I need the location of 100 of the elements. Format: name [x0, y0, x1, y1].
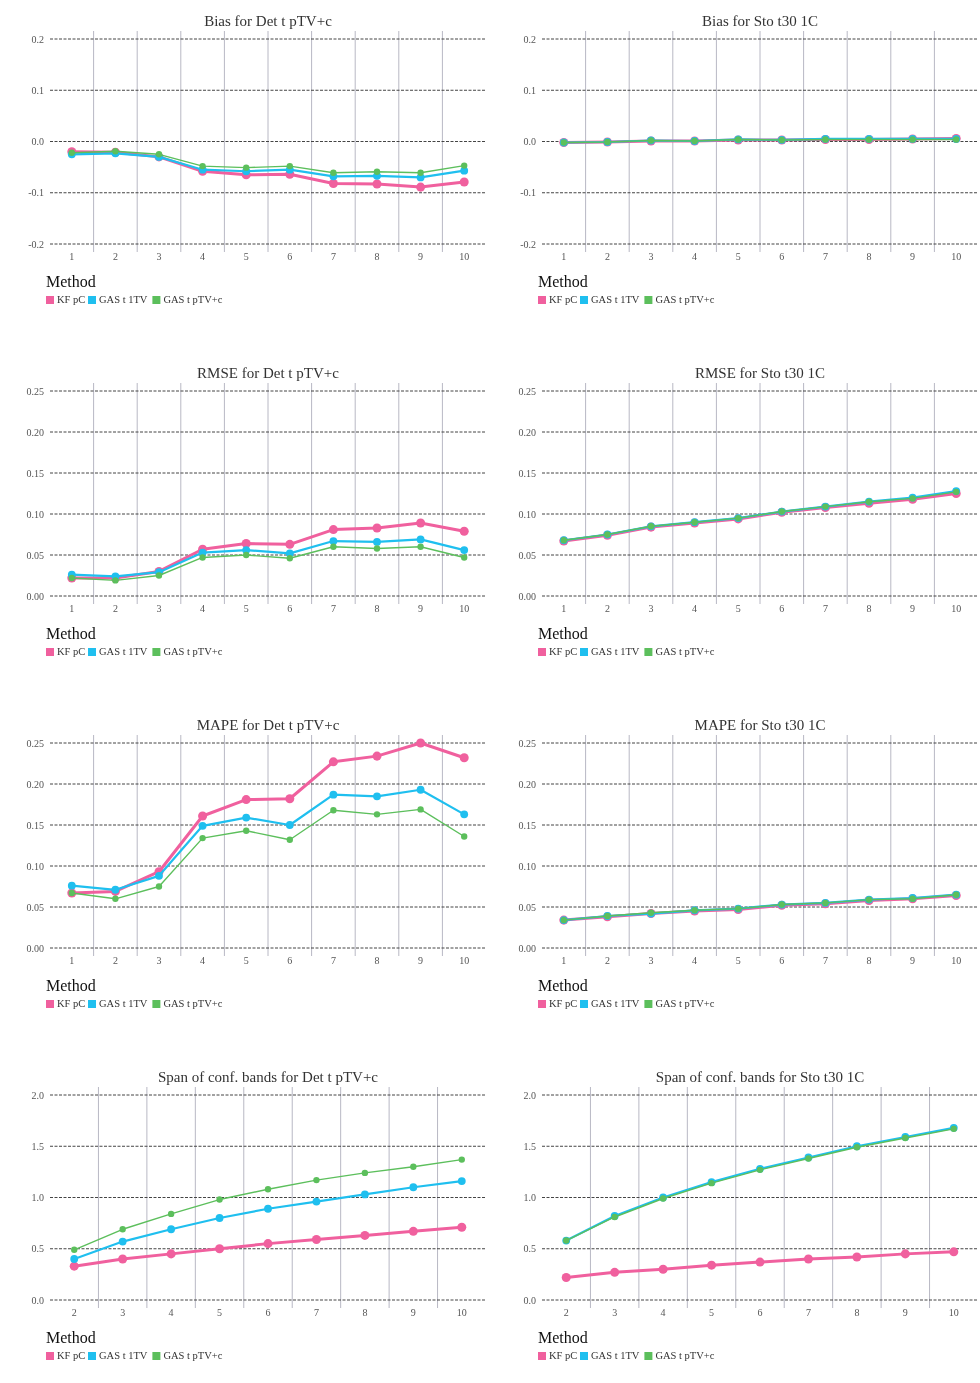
- legend-label: GAS t pTV+c: [163, 646, 223, 657]
- x-tick-label: 3: [648, 603, 654, 614]
- y-tick-label: 0.05: [518, 549, 536, 561]
- x-tick-label: 5: [709, 1307, 715, 1318]
- y-tick-label: 0.05: [518, 901, 536, 913]
- x-tick-label: 10: [459, 955, 470, 966]
- x-tick-label: 7: [313, 1307, 319, 1318]
- legend-label: GAS t 1TV: [591, 998, 640, 1009]
- legend-label: GAS t pTV+c: [655, 294, 715, 305]
- y-tick-label: 0.10: [518, 508, 536, 520]
- x-tick-label: 4: [660, 1307, 666, 1318]
- x-tick-label: 8: [866, 603, 872, 614]
- y-tick-label: 0.10: [26, 860, 44, 872]
- chart-title: Bias for Det t pTV+c: [204, 13, 333, 29]
- chart-title: MAPE for Sto t30 1C: [694, 717, 826, 733]
- x-tick-label: 8: [866, 955, 872, 966]
- x-tick-label: 3: [612, 1307, 618, 1318]
- legend-label: GAS t 1TV: [99, 1350, 148, 1361]
- x-tick-label: 9: [418, 955, 424, 966]
- x-tick-label: 3: [156, 955, 162, 966]
- x-tick-label: 2: [604, 603, 610, 614]
- x-tick-label: 1: [69, 251, 75, 262]
- legend-label: KF pC: [57, 294, 86, 305]
- y-tick-label: 1.0: [31, 1192, 44, 1203]
- legend-title: Method: [46, 273, 96, 290]
- x-tick-label: 4: [692, 251, 698, 262]
- x-tick-label: 9: [910, 955, 916, 966]
- legend-label: GAS t 1TV: [99, 998, 148, 1009]
- y-tick-label: 1.5: [31, 1140, 44, 1152]
- y-tick-label: 0.15: [26, 819, 44, 831]
- chart-title: Span of conf. bands for Sto t30 1C: [655, 1069, 865, 1085]
- x-tick-label: 2: [604, 251, 610, 262]
- x-tick-label: 4: [692, 955, 698, 966]
- legend-label: KF pC: [57, 998, 86, 1009]
- x-tick-label: 7: [330, 251, 336, 262]
- legend-label: KF pC: [549, 646, 578, 657]
- y-tick-label: 0.10: [26, 508, 44, 520]
- x-tick-label: 8: [374, 603, 380, 614]
- y-tick-label: 0.1: [31, 84, 44, 96]
- y-tick-label: 2.0: [31, 1089, 44, 1101]
- y-tick-label: 0.20: [26, 426, 44, 438]
- legend-label: GAS t pTV+c: [163, 294, 223, 305]
- x-tick-label: 5: [735, 251, 741, 262]
- y-tick-label: 0.25: [26, 385, 44, 397]
- legend-label: KF pC: [549, 294, 578, 305]
- y-tick-label: 0.5: [523, 1243, 536, 1255]
- legend-label: GAS t pTV+c: [163, 1350, 223, 1361]
- x-tick-label: 5: [735, 955, 741, 966]
- x-tick-label: 8: [854, 1307, 860, 1318]
- x-tick-label: 5: [735, 603, 741, 614]
- x-tick-label: 7: [822, 955, 828, 966]
- x-tick-label: 8: [374, 955, 380, 966]
- legend-title: Method: [46, 1329, 96, 1346]
- x-tick-label: 3: [120, 1307, 126, 1318]
- legend-title: Method: [538, 625, 588, 642]
- x-tick-label: 7: [822, 603, 828, 614]
- x-tick-label: 7: [330, 955, 336, 966]
- chart-title: Span of conf. bands for Det t pTV+c: [157, 1069, 379, 1085]
- y-tick-label: 0.20: [518, 778, 536, 790]
- x-tick-label: 2: [71, 1307, 77, 1318]
- x-tick-label: 4: [168, 1307, 174, 1318]
- x-tick-label: 5: [243, 251, 249, 262]
- x-tick-label: 8: [866, 251, 872, 262]
- y-tick-label: 0.05: [26, 549, 44, 561]
- x-tick-label: 1: [561, 955, 567, 966]
- y-tick-label: 0.15: [518, 819, 536, 831]
- x-tick-label: 2: [563, 1307, 569, 1318]
- x-tick-label: 10: [948, 1307, 959, 1318]
- x-tick-label: 3: [156, 251, 162, 262]
- y-tick-label: 0.2: [523, 33, 536, 45]
- x-tick-label: 7: [805, 1307, 811, 1318]
- x-tick-label: 10: [459, 603, 470, 614]
- y-tick-label: -0.2: [28, 238, 44, 250]
- y-tick-label: 0.15: [26, 467, 44, 479]
- x-tick-label: 5: [243, 955, 249, 966]
- x-tick-label: 2: [112, 955, 118, 966]
- x-tick-label: 4: [200, 603, 206, 614]
- x-tick-label: 10: [951, 251, 962, 262]
- x-tick-label: 9: [410, 1307, 416, 1318]
- y-tick-label: 0.00: [518, 942, 536, 954]
- x-tick-label: 10: [951, 603, 962, 614]
- x-tick-label: 6: [779, 251, 785, 262]
- x-tick-label: 4: [692, 603, 698, 614]
- x-tick-label: 2: [112, 603, 118, 614]
- chart-title: MAPE for Det t pTV+c: [196, 717, 340, 733]
- y-tick-label: 0.25: [518, 385, 536, 397]
- x-tick-label: 6: [287, 251, 293, 262]
- y-tick-label: 0.20: [26, 778, 44, 790]
- x-tick-label: 6: [287, 603, 293, 614]
- x-tick-label: 2: [604, 955, 610, 966]
- y-tick-label: 0.2: [31, 33, 44, 45]
- y-tick-label: -0.2: [520, 238, 536, 250]
- x-tick-label: 2: [112, 251, 118, 262]
- x-tick-label: 3: [648, 251, 654, 262]
- legend-label: GAS t pTV+c: [655, 1350, 715, 1361]
- y-tick-label: 1.5: [523, 1140, 536, 1152]
- legend-title: Method: [46, 625, 96, 642]
- y-tick-label: 0.00: [518, 590, 536, 602]
- x-tick-label: 9: [910, 603, 916, 614]
- legend-label: GAS t 1TV: [99, 646, 148, 657]
